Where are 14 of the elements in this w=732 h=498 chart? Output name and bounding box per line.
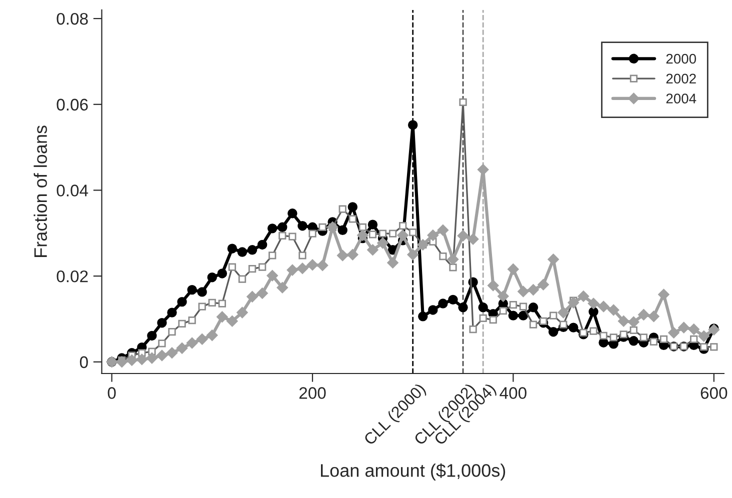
legend-label: 2002 bbox=[666, 74, 696, 84]
x-axis-title: Loan amount ($1,000s) bbox=[320, 463, 506, 480]
legend-label: 2004 bbox=[666, 94, 696, 104]
y-axis-title: Fraction of loans bbox=[34, 126, 47, 257]
y-tick-label: 0.02 bbox=[56, 270, 88, 282]
y-tick-label: 0 bbox=[80, 356, 88, 368]
y-tick-label: 0.04 bbox=[56, 184, 88, 196]
x-tick-label: 600 bbox=[700, 387, 728, 399]
x-tick-label: 0 bbox=[108, 387, 116, 399]
y-tick-label: 0.08 bbox=[56, 12, 88, 25]
legend-label: 2000 bbox=[666, 54, 696, 64]
x-tick-label: 200 bbox=[299, 387, 326, 399]
x-tick-label: 400 bbox=[500, 387, 526, 399]
y-tick-label: 0.06 bbox=[56, 98, 88, 111]
